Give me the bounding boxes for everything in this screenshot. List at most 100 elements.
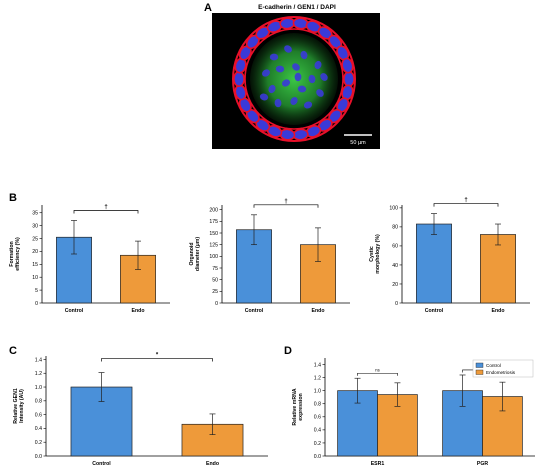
inner-nucleus <box>274 98 282 108</box>
panel-label-d: D <box>284 345 292 357</box>
y-tick-label: 35 <box>32 211 38 217</box>
y-tick-label: 30 <box>32 223 38 229</box>
y-tick-label: 1.2 <box>35 371 42 377</box>
x-tick-label: Endo <box>492 308 505 314</box>
y-tick-label: 0 <box>395 301 398 307</box>
x-tick-label: Control <box>65 308 84 314</box>
inner-nucleus <box>290 96 298 106</box>
y-tick-label: 100 <box>389 206 398 212</box>
y-tick-label: 125 <box>209 242 218 248</box>
y-tick-label: 100 <box>209 254 218 260</box>
inner-nucleus <box>303 101 313 109</box>
y-tick-label: 0.0 <box>314 454 321 460</box>
significance-label: † <box>464 198 467 204</box>
significance-bracket <box>433 203 499 207</box>
y-axis-label-line: expression <box>298 393 304 420</box>
y-axis-label: Formationefficiency (%) <box>9 237 21 271</box>
y-tick-label: 0.6 <box>314 415 321 421</box>
significance-label: † <box>284 199 287 205</box>
panel-label-b: B <box>9 192 17 204</box>
legend-swatch <box>475 362 484 368</box>
inner-nucleus <box>284 45 292 53</box>
y-tick-label: 15 <box>32 262 38 268</box>
outer-membrane <box>232 16 356 142</box>
significance-bracket <box>73 210 139 214</box>
y-tick-label: 0.2 <box>314 441 321 447</box>
inner-nucleus <box>320 73 328 81</box>
y-tick-label: 0.8 <box>314 402 321 408</box>
y-tick-label: 1.2 <box>314 375 321 381</box>
legend-label: Control <box>486 363 501 368</box>
y-axis-label-line: efficiency (%) <box>15 237 21 271</box>
y-axis-label: Relative GEN1Intensity (AU) <box>13 388 25 424</box>
inner-nucleus <box>294 72 302 82</box>
microscopy-title: E-cadherin / GEN1 / DAPI <box>258 4 336 11</box>
y-tick-label: 0.0 <box>35 454 42 460</box>
y-tick-label: 1.4 <box>35 357 42 363</box>
y-axis-label: Cysticmorphology (%) <box>369 234 381 274</box>
inner-nucleus <box>314 60 322 70</box>
y-axis-label-line: Relative mRNA <box>292 388 298 425</box>
y-tick-label: 1.4 <box>314 362 321 368</box>
inner-nucleus <box>268 84 276 94</box>
inner-nucleus <box>292 63 300 71</box>
y-tick-label: 200 <box>209 207 218 213</box>
y-tick-label: 10 <box>32 275 38 281</box>
significance-label: † <box>104 204 107 210</box>
y-tick-label: 0.6 <box>35 412 42 418</box>
y-tick-label: 1.0 <box>314 388 321 394</box>
inner-nucleus <box>300 50 308 60</box>
chart-cystic-morphology: 0 20 40 60 80 100 Cysticmorphology (%) Control E… <box>369 198 530 314</box>
inner-nucleus <box>281 79 291 87</box>
inner-nucleus <box>262 69 270 77</box>
y-axis-label-line: morphology (%) <box>375 234 381 274</box>
y-axis-label-line: Cystic <box>369 246 375 262</box>
significance-label: * <box>156 353 159 359</box>
inner-nucleus <box>308 74 316 84</box>
y-tick-label: 0 <box>35 301 38 307</box>
y-tick-label: 60 <box>392 244 398 250</box>
microscopy-image: 50 µm <box>212 13 380 149</box>
y-axis-label-line: diameter (µm) <box>195 237 201 271</box>
x-tick-label: Control <box>425 308 444 314</box>
panel-label-c: C <box>9 345 17 357</box>
y-tick-label: 0.2 <box>35 440 42 446</box>
y-tick-label: 0.4 <box>35 426 42 432</box>
x-tick-label: ESR1 <box>371 461 385 467</box>
y-axis-label-line: Formation <box>9 241 15 266</box>
chart-formation-efficiency: 0 5 10 15 20 25 30 35 Formationefficiency (%) Con… <box>9 204 170 314</box>
y-tick-label: 50 <box>212 277 218 283</box>
x-tick-label: PGR <box>477 461 488 467</box>
epithelial-cell <box>232 71 245 88</box>
y-axis-label-line: Relative GEN1 <box>13 388 19 424</box>
bar-endo <box>480 234 516 304</box>
significance-bracket <box>253 204 319 208</box>
inner-nucleus <box>269 53 279 61</box>
y-tick-label: 40 <box>392 263 398 269</box>
x-tick-label: Control <box>245 308 264 314</box>
organoid <box>232 16 356 142</box>
y-tick-label: 0.4 <box>314 428 321 434</box>
x-tick-label: Endo <box>206 461 219 467</box>
y-tick-label: 25 <box>212 289 218 295</box>
x-tick-label: Endo <box>312 308 325 314</box>
y-axis-label: Relative mRNAexpression <box>292 388 304 425</box>
inner-membrane <box>244 28 344 130</box>
epithelial-cell <box>343 71 356 88</box>
y-tick-label: 0.8 <box>35 399 42 405</box>
y-tick-label: 80 <box>392 225 398 231</box>
x-tick-label: Control <box>92 461 111 467</box>
x-tick-label: Endo <box>132 308 145 314</box>
y-tick-label: 75 <box>212 266 218 272</box>
y-axis-label-line: Organoid <box>189 242 195 265</box>
inner-nucleus <box>259 93 269 101</box>
legend-label: Endometriosis <box>486 370 516 375</box>
chart-mrna-expression: 0.0 0.2 0.4 0.6 0.8 1.0 1.2 1.4 Relative mRNAexp… <box>292 358 535 467</box>
inner-nucleus <box>316 89 324 97</box>
chart-organoid-diameter: 0 25 50 75 100 125 150 175 200 Organoiddiameter (… <box>189 199 350 314</box>
y-tick-label: 1.0 <box>35 385 42 391</box>
y-axis-label-line: Intensity (AU) <box>19 389 25 423</box>
legend-swatch <box>475 369 484 375</box>
significance-label: ns <box>375 367 379 372</box>
significance-bracket <box>357 372 398 376</box>
